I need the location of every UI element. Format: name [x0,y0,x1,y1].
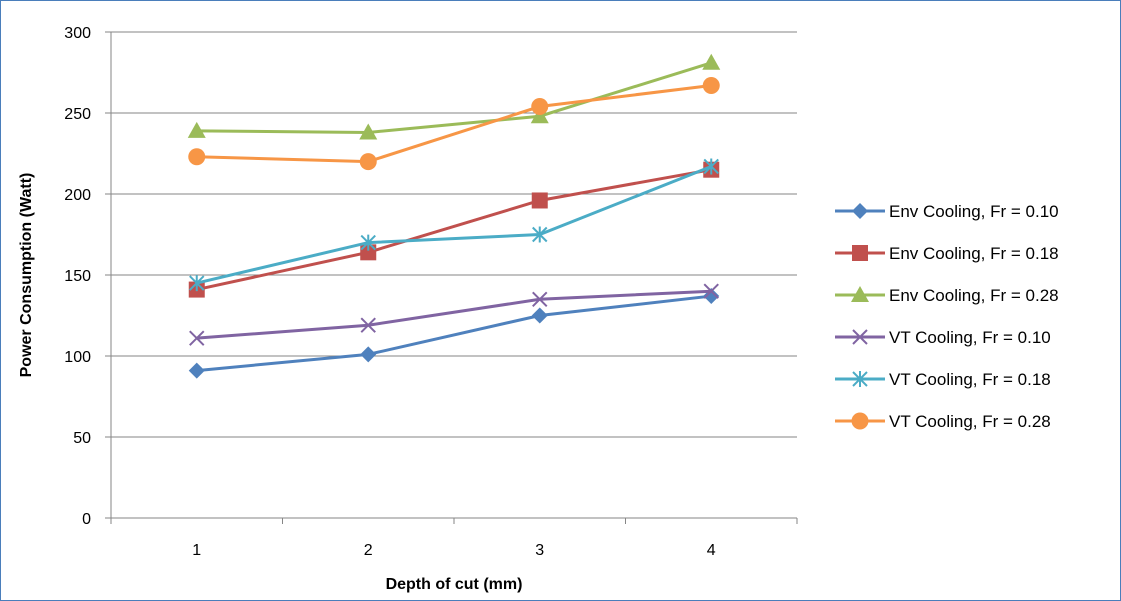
legend-label: VT Cooling, Fr = 0.18 [889,370,1051,389]
legend-marker [852,371,868,387]
y-tick-label: 250 [64,106,91,123]
data-point [532,291,548,308]
axes: 0 50 100 150 200 250 300 1 2 3 4 [64,25,798,559]
y-tick-label: 200 [64,187,91,204]
legend-entry: VT Cooling, Fr = 0.18 [835,370,1051,389]
series-line [196,289,712,340]
data-point [189,330,205,346]
legend-marker [851,286,869,302]
data-point [531,307,548,324]
data-point [703,158,719,175]
y-tick-label: 50 [73,430,91,447]
y-tick-label: 150 [64,268,91,285]
x-tick-label: 2 [364,542,373,559]
data-point [188,362,205,379]
x-axis-title: Depth of cut (mm) [386,576,523,593]
data-point [532,226,548,243]
legend-label: VT Cooling, Fr = 0.10 [889,328,1051,347]
legend-entry: Env Cooling, Fr = 0.10 [835,202,1059,221]
series [188,288,720,379]
data-point [360,234,376,251]
data-point [187,121,206,138]
legend-entry: VT Cooling, Fr = 0.28 [835,412,1051,431]
series [187,53,721,140]
series [189,158,719,292]
y-axis-title: Power Consumption (Watt) [18,173,35,378]
series-lines [187,53,721,379]
x-tick-label: 4 [707,542,716,559]
data-point [360,317,376,333]
legend-marker [851,412,869,430]
data-point [702,53,721,70]
data-point [189,275,205,292]
data-point [530,107,549,124]
series-line [196,168,712,292]
series [189,283,719,346]
data-point [531,192,548,209]
legend-entry: VT Cooling, Fr = 0.10 [835,328,1051,347]
legend-label: Env Cooling, Fr = 0.28 [889,286,1059,305]
data-point [188,148,206,166]
y-tick-label: 300 [64,25,91,42]
data-point [359,153,377,171]
data-point [360,346,377,363]
data-point [703,283,719,299]
y-tick-label: 0 [82,511,91,528]
legend-label: Env Cooling, Fr = 0.18 [889,244,1059,263]
series-line [196,83,712,164]
legend-marker [852,329,868,345]
data-point [360,244,377,261]
legend-label: VT Cooling, Fr = 0.28 [889,412,1051,431]
legend-marker [852,203,868,219]
x-tick-label: 1 [192,542,201,559]
legend-marker [852,245,868,261]
series [188,161,720,298]
data-point [531,98,549,116]
series-line [196,61,712,134]
legend: Env Cooling, Fr = 0.10 Env Cooling, Fr = … [835,202,1059,431]
data-point [702,76,720,94]
gridlines [111,31,797,438]
legend-entry: Env Cooling, Fr = 0.18 [835,244,1059,263]
legend-entry: Env Cooling, Fr = 0.28 [835,286,1059,305]
x-tick-label: 3 [535,542,544,559]
data-point [359,123,378,140]
series-line [196,294,712,373]
series-line [196,165,712,285]
y-tick-label: 100 [64,349,91,366]
legend-label: Env Cooling, Fr = 0.10 [889,202,1059,221]
series [188,76,720,171]
